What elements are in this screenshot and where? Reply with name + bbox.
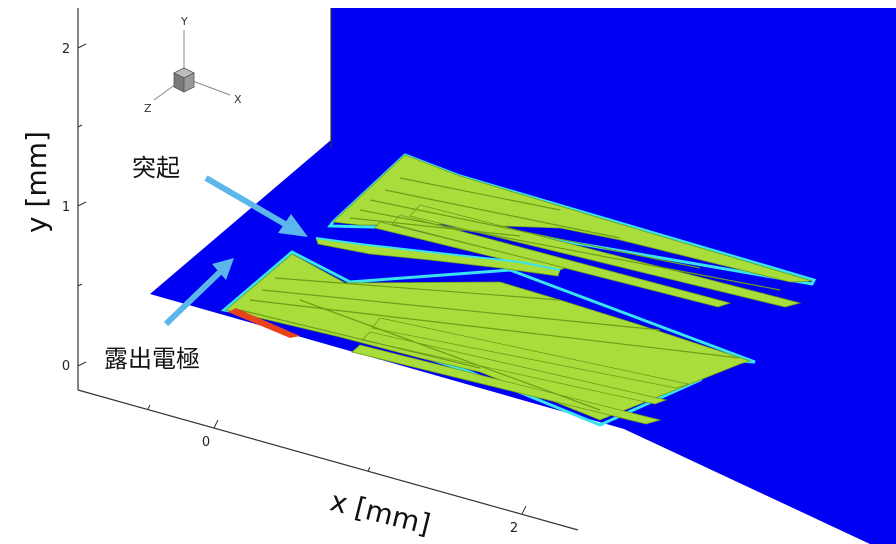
upper-streamer-striation <box>349 177 781 291</box>
y-axis-title: y [mm] <box>20 131 53 233</box>
y-tick-label: 0 <box>62 359 70 374</box>
orientation-triad: Y X Z <box>144 15 242 115</box>
hot-region <box>228 308 300 338</box>
lower-streamer-striation <box>239 277 741 411</box>
triad-y-label: Y <box>180 15 188 28</box>
x-axis-title: x [mm] <box>327 484 434 541</box>
triad-x-label: X <box>234 93 242 106</box>
lower-streamer-group <box>220 250 756 427</box>
y-tick-marks <box>77 43 87 367</box>
triad-z-label: Z <box>144 102 152 115</box>
electrode-arrow <box>163 258 234 327</box>
upper-streamer-group <box>327 153 817 308</box>
protrusion-arrow <box>204 175 308 237</box>
x-tick-label: 0 <box>202 435 210 450</box>
y-tick-label: 1 <box>62 200 70 215</box>
exposed-electrode-label: 露出電極 <box>104 345 200 373</box>
upper-streamer-finger-1 <box>409 204 802 308</box>
cube-icon <box>173 67 195 93</box>
lower-streamer-finger-1 <box>371 317 690 389</box>
protrusion-outline <box>315 237 561 271</box>
upper-streamer-finger-2 <box>391 214 732 308</box>
axis-frame <box>77 8 579 531</box>
x-tick-marks <box>147 404 527 515</box>
y-tick-label: 2 <box>62 42 70 57</box>
x-tick-label: 2 <box>510 521 518 536</box>
protrusion-label: 突起 <box>132 154 180 182</box>
